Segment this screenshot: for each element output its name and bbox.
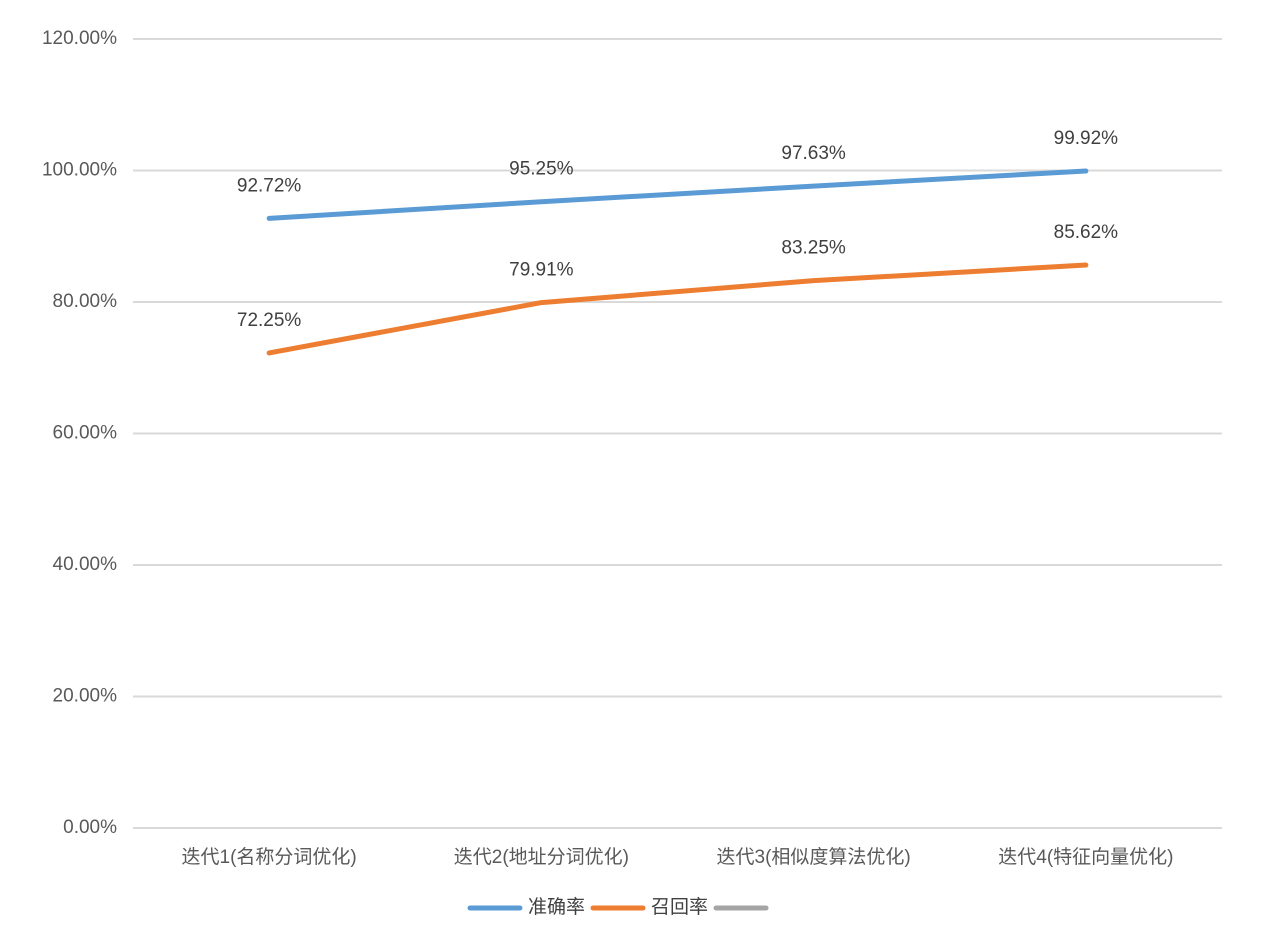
data-label: 92.72% — [237, 175, 302, 196]
y-tick-label: 80.00% — [53, 291, 118, 312]
y-tick-label: 40.00% — [53, 554, 118, 575]
x-tick-label: 迭代4(特征向量优化) — [998, 846, 1173, 868]
data-label: 97.63% — [781, 143, 846, 164]
legend-label: 准确率 — [528, 896, 585, 918]
data-label: 95.25% — [509, 159, 574, 180]
legend-label: 召回率 — [651, 896, 708, 918]
data-label: 79.91% — [509, 260, 574, 281]
line — [266, 262, 1089, 356]
data-label: 85.62% — [1054, 222, 1119, 243]
data-label: 72.25% — [237, 310, 302, 331]
x-tick-label: 迭代2(地址分词优化) — [454, 846, 629, 868]
y-tick-label: 120.00% — [42, 28, 117, 49]
y-tick-label: 100.00% — [42, 160, 117, 181]
data-label: 83.25% — [781, 238, 846, 259]
x-tick-label: 迭代1(名称分词优化) — [182, 846, 357, 868]
y-tick-label: 60.00% — [53, 423, 118, 444]
y-tick-label: 20.00% — [53, 686, 118, 707]
y-tick-label: 0.00% — [63, 817, 117, 838]
x-tick-label: 迭代3(相似度算法优化) — [717, 846, 911, 868]
line — [266, 168, 1089, 221]
data-label: 99.92% — [1054, 128, 1119, 149]
